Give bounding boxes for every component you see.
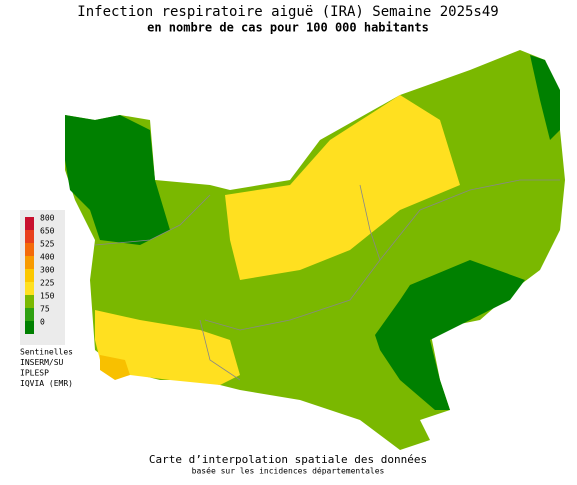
legend: 800 650 525 400 300 225 150 75 0 (25, 214, 55, 334)
source-line: IQVIA (EMR) (20, 379, 73, 388)
source-line: INSERM/SU (20, 358, 64, 367)
footer-line: Carte d’interpolation spatiale des donné… (149, 453, 427, 466)
legend-swatch (25, 321, 34, 334)
legend-swatch (25, 308, 34, 321)
title: Infection respiratoire aiguë (IRA) Semai… (77, 4, 498, 20)
legend-swatch (25, 256, 34, 269)
legend-label: 300 (40, 266, 55, 275)
legend-label: 225 (40, 279, 55, 288)
subtitle: en nombre de cas pour 100 000 habitants (147, 21, 429, 35)
legend-label: 0 (40, 318, 45, 327)
legend-label: 525 (40, 240, 55, 249)
legend-label: 75 (40, 305, 50, 314)
legend-label: 150 (40, 292, 55, 301)
legend-swatch (25, 282, 34, 295)
legend-swatch (25, 243, 34, 256)
legend-label: 650 (40, 227, 55, 236)
legend-label: 400 (40, 253, 55, 262)
region-map (65, 50, 565, 450)
footer-line: basée sur les incidences départementales (192, 466, 385, 476)
legend-swatch (25, 217, 34, 230)
source-line: Sentinelles (20, 348, 73, 357)
source-line: IPLESP (20, 369, 49, 378)
legend-swatch (25, 269, 34, 282)
legend-swatch (25, 295, 34, 308)
legend-label: 800 (40, 214, 55, 223)
legend-swatch (25, 230, 34, 243)
